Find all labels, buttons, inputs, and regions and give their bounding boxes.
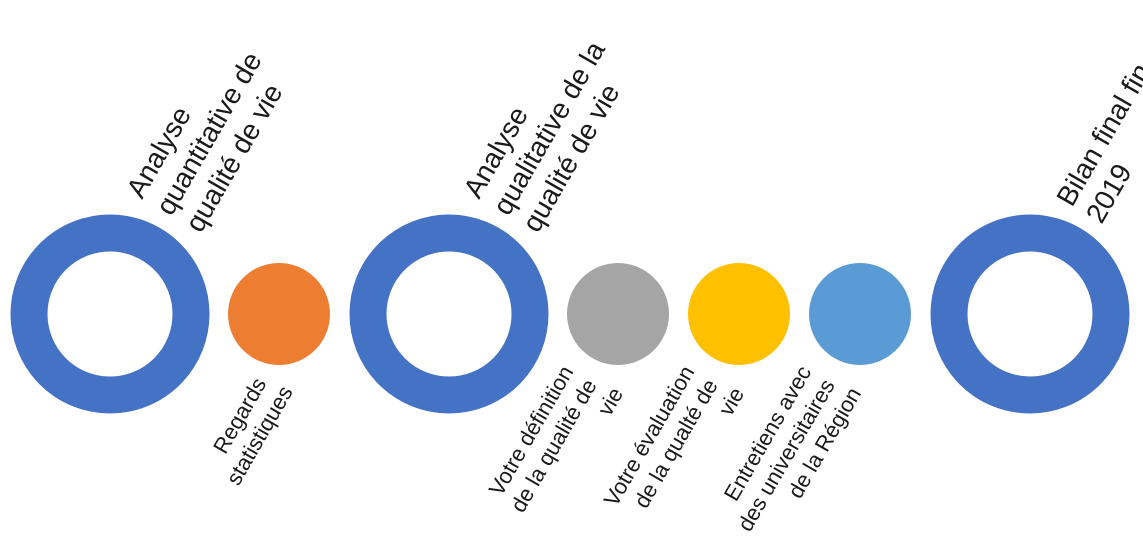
step-dot-entretiens	[809, 263, 911, 365]
step-dot-regards	[228, 263, 330, 365]
step-label-entretiens: Entretiens avec des universitaires de la…	[709, 356, 866, 549]
milestone-ring-qualitative	[349, 214, 549, 414]
milestone-ring-bilan	[930, 214, 1130, 414]
milestone-ring-quantitative	[10, 214, 210, 414]
step-label-regards: Regards statistiques	[198, 368, 298, 489]
step-dot-evaluation	[688, 263, 790, 365]
step-dot-definition	[567, 263, 669, 365]
milestone-label-qualitative: Analyse qualitative de la qualité de vie	[457, 12, 644, 237]
step-label-evaluation: Votre évaluation de la qualté de vie	[599, 356, 749, 537]
milestone-label-bilan: Bilan final fin 2019	[1050, 51, 1143, 228]
milestone-label-quantitative: Analyse quantitative de qualité de vie	[120, 23, 301, 237]
